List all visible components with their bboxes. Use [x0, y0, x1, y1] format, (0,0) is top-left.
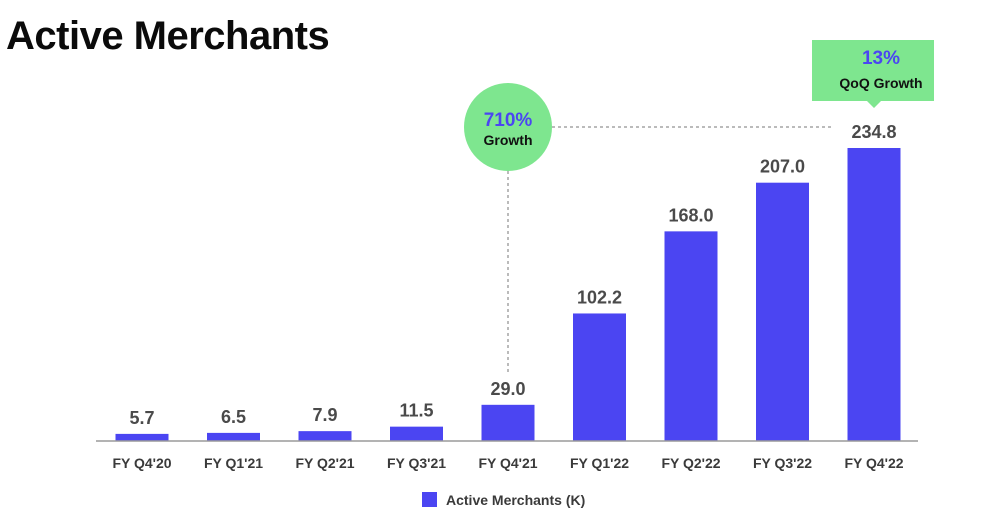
x-tick-label-0: FY Q4'20: [112, 455, 171, 471]
growth-circle: [464, 83, 552, 171]
bar-value-label-0: 5.7: [129, 408, 154, 428]
legend-swatch: [422, 492, 437, 507]
page-title: Active Merchants: [6, 14, 330, 58]
bar-value-label-1: 6.5: [221, 407, 246, 427]
bar-0: [115, 433, 169, 441]
x-tick-label-8: FY Q4'22: [844, 455, 903, 471]
bar-value-label-7: 207.0: [760, 157, 805, 177]
growth-annotation: 710% Growth: [464, 83, 834, 373]
x-tick-label-3: FY Q3'21: [387, 455, 446, 471]
bar-3: [390, 426, 443, 441]
bar-5: [573, 313, 626, 441]
x-tick-label-5: FY Q1'22: [570, 455, 629, 471]
legend: Active Merchants (K): [422, 492, 585, 508]
bar-value-label-3: 11.5: [399, 401, 433, 421]
growth-label: Growth: [484, 132, 533, 148]
bar-2: [298, 431, 352, 441]
legend-label: Active Merchants (K): [446, 492, 585, 508]
bar-value-label-6: 168.0: [668, 205, 713, 225]
qoq-callout-box: [812, 40, 934, 108]
bar-value-label-8: 234.8: [851, 122, 896, 142]
x-tick-label-2: FY Q2'21: [295, 455, 354, 471]
bar-value-label-2: 7.9: [312, 405, 337, 425]
qoq-label: QoQ Growth: [839, 75, 922, 91]
growth-percent: 710%: [484, 110, 533, 131]
qoq-percent: 13%: [862, 48, 900, 69]
bar-8: [847, 148, 901, 441]
bar-value-label-5: 102.2: [577, 287, 622, 307]
x-tick-label-1: FY Q1'21: [204, 455, 263, 471]
x-tick-label-7: FY Q3'22: [753, 455, 812, 471]
qoq-callout: 13% QoQ Growth: [812, 40, 934, 108]
x-tick-label-4: FY Q4'21: [478, 455, 537, 471]
bar-1: [207, 432, 260, 441]
bar-value-label-4: 29.0: [490, 379, 525, 399]
bar-6: [664, 231, 718, 441]
bar-7: [756, 182, 809, 441]
x-tick-label-6: FY Q2'22: [661, 455, 720, 471]
bar-4: [481, 404, 535, 441]
